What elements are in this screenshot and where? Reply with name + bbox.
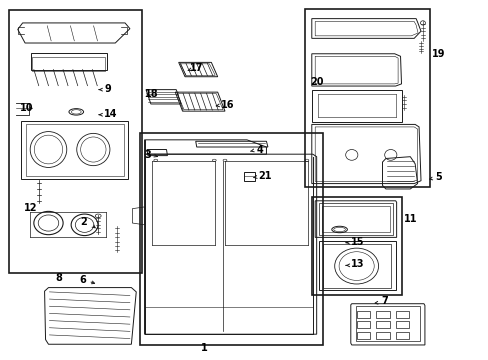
Text: 3: 3 — [144, 150, 151, 160]
Bar — [375, 311, 389, 318]
Bar — [244, 172, 255, 181]
Text: 18: 18 — [144, 89, 158, 99]
Bar — [31, 53, 106, 69]
Bar — [356, 321, 369, 328]
Bar — [305, 9, 429, 187]
Bar — [9, 10, 142, 273]
Bar — [356, 332, 369, 339]
Text: 14: 14 — [104, 109, 117, 119]
Text: 11: 11 — [404, 214, 417, 224]
Text: 15: 15 — [350, 237, 364, 247]
Text: 1: 1 — [201, 343, 207, 353]
Bar — [375, 332, 389, 339]
Bar — [140, 134, 322, 345]
Text: 10: 10 — [20, 103, 34, 113]
Text: 13: 13 — [350, 259, 364, 269]
Text: 7: 7 — [380, 296, 387, 306]
Bar — [32, 57, 104, 71]
Text: 20: 20 — [310, 77, 323, 87]
Text: 19: 19 — [431, 49, 445, 59]
Bar — [395, 321, 408, 328]
Text: 5: 5 — [435, 172, 442, 182]
Text: 9: 9 — [104, 84, 111, 94]
Bar — [356, 311, 369, 318]
Text: 16: 16 — [221, 100, 234, 110]
Bar — [395, 311, 408, 318]
Text: 8: 8 — [56, 273, 62, 283]
Bar — [355, 306, 419, 341]
Text: 2: 2 — [81, 217, 87, 227]
Bar — [375, 321, 389, 328]
Text: 17: 17 — [189, 63, 203, 73]
Bar — [311, 197, 401, 296]
Text: 21: 21 — [258, 171, 271, 181]
Text: 4: 4 — [256, 144, 263, 154]
Text: 12: 12 — [24, 203, 38, 213]
Bar — [395, 332, 408, 339]
Text: 6: 6 — [79, 275, 86, 285]
